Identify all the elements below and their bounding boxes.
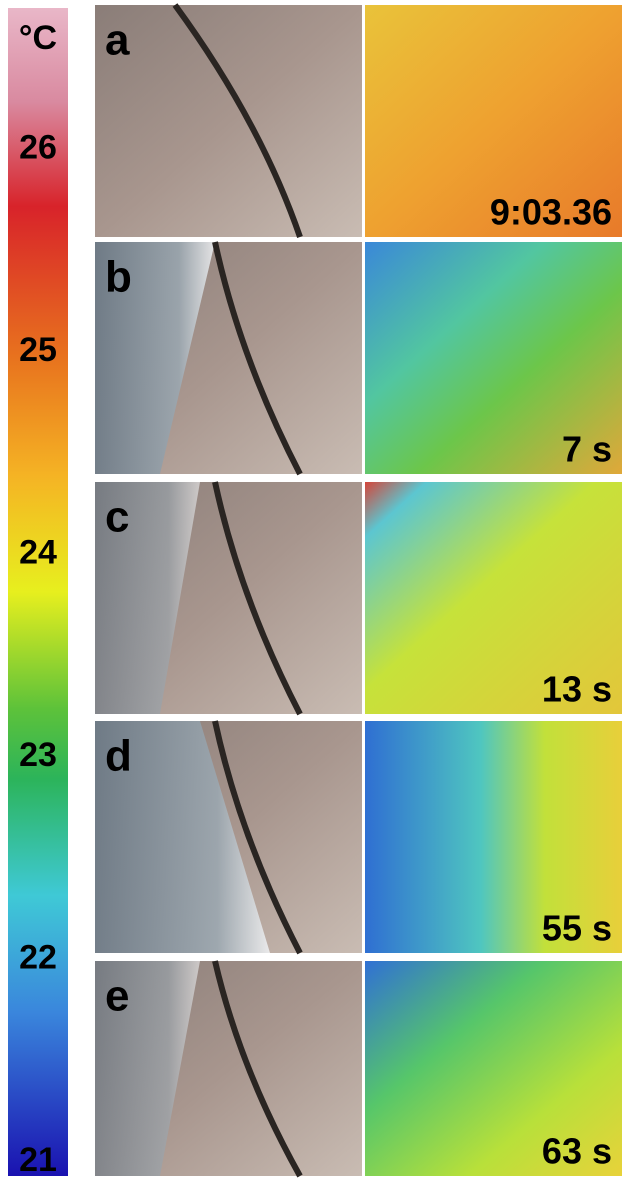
panel-letter: b	[105, 253, 132, 302]
panel-time: 63 s	[542, 1131, 612, 1172]
panel-time: 55 s	[542, 908, 612, 949]
figure: °C 26 25 24 23 22 21 a 9:03.36 b 7 s c 13 s d 55 s e 63…	[0, 0, 625, 1180]
figure-svg: °C 26 25 24 23 22 21 a 9:03.36 b 7 s c 13 s d 55 s e 63…	[0, 0, 625, 1180]
colorbar	[8, 8, 68, 1176]
panel-time: 13 s	[542, 669, 612, 710]
photo	[95, 5, 362, 237]
colorbar-unit: °C	[19, 19, 57, 57]
panel-letter: d	[105, 732, 132, 781]
panel-time: 7 s	[562, 429, 612, 470]
colorbar-tick-label: 23	[19, 736, 57, 774]
colorbar-tick-label: 24	[19, 534, 57, 572]
panel-letter: e	[105, 972, 129, 1021]
colorbar-tick-label: 21	[19, 1141, 57, 1179]
colorbar-tick-label: 25	[19, 331, 57, 369]
panel-letter: c	[105, 493, 129, 542]
panel-letter: a	[105, 16, 130, 65]
colorbar-tick-label: 26	[19, 129, 57, 167]
colorbar-tick-label: 22	[19, 938, 57, 976]
panel-time: 9:03.36	[490, 192, 612, 233]
